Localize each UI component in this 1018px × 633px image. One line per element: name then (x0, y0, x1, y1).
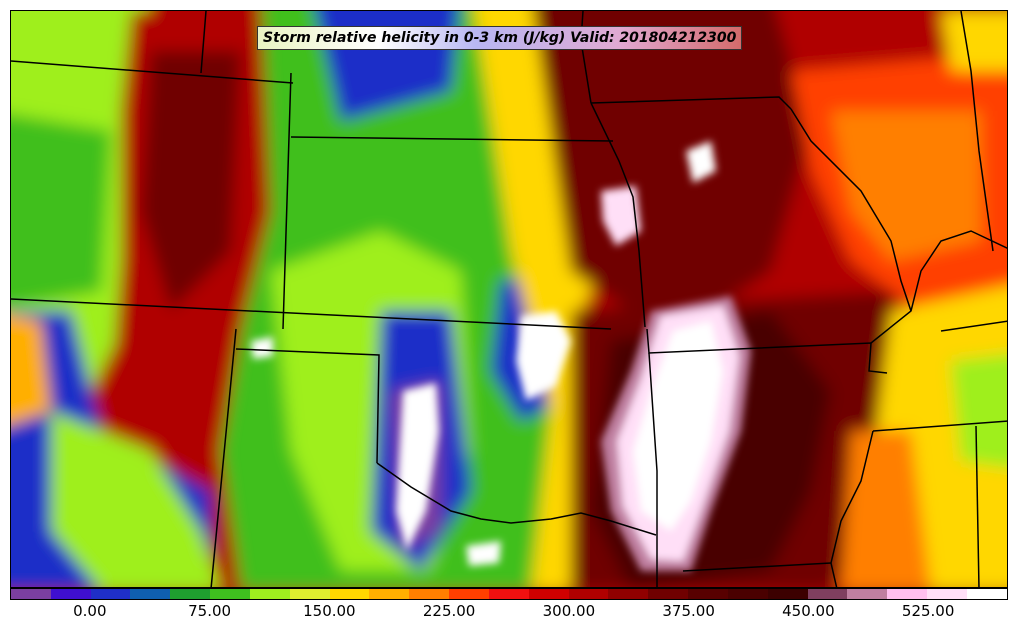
colorbar-swatch (130, 589, 171, 599)
colorbar-swatch (927, 589, 967, 599)
colorbar-swatch (807, 589, 848, 599)
colorbar-tick-label: 225.00 (422, 602, 476, 620)
high-helicity-cores (251, 141, 751, 571)
colorbar-swatch (847, 589, 888, 599)
colorbar-tick-label: 0.00 (73, 602, 107, 620)
map-title: Storm relative helicity in 0-3 km (J/kg)… (257, 26, 743, 50)
colorbar-swatch (90, 589, 131, 599)
colorbar-tick-label: 375.00 (662, 602, 715, 620)
colorbar-swatch (409, 589, 450, 599)
colorbar-swatch (608, 589, 649, 599)
colorbar-swatch (11, 589, 51, 599)
colorbar-swatch (488, 589, 529, 599)
colorbar-swatch (767, 589, 808, 599)
colorbar-swatch (329, 589, 370, 599)
colorbar-tick-label: 450.00 (782, 602, 835, 620)
colorbar (10, 588, 1008, 600)
helicity-field (11, 11, 1007, 587)
colorbar-ticks: 0.00 75.00 150.00 225.00 300.00 375.00 450.00 5… (10, 600, 1008, 624)
colorbar-swatch (210, 589, 250, 599)
colorbar-swatch (249, 589, 290, 599)
colorbar-tick-label: 300.00 (542, 602, 596, 620)
colorbar-swatch (449, 589, 489, 599)
colorbar-swatch (528, 589, 569, 599)
colorbar-swatch (289, 589, 330, 599)
colorbar-swatch (369, 589, 410, 599)
colorbar-swatch (727, 589, 768, 599)
helicity-map: Storm relative helicity in 0-3 km (J/kg)… (10, 10, 1008, 588)
colorbar-swatch (887, 589, 928, 599)
state-borders (11, 11, 1007, 587)
map-field (11, 11, 1007, 587)
colorbar-tick-label: 525.00 (901, 602, 955, 620)
colorbar-swatch (568, 589, 609, 599)
colorbar-swatch (170, 589, 211, 599)
colorbar-tick-label: 150.00 (303, 602, 356, 620)
colorbar-swatch (688, 589, 728, 599)
colorbar-swatch (648, 589, 689, 599)
colorbar-swatch (50, 589, 91, 599)
colorbar-swatch (966, 589, 1007, 599)
colorbar-tick-label: 75.00 (188, 602, 232, 620)
